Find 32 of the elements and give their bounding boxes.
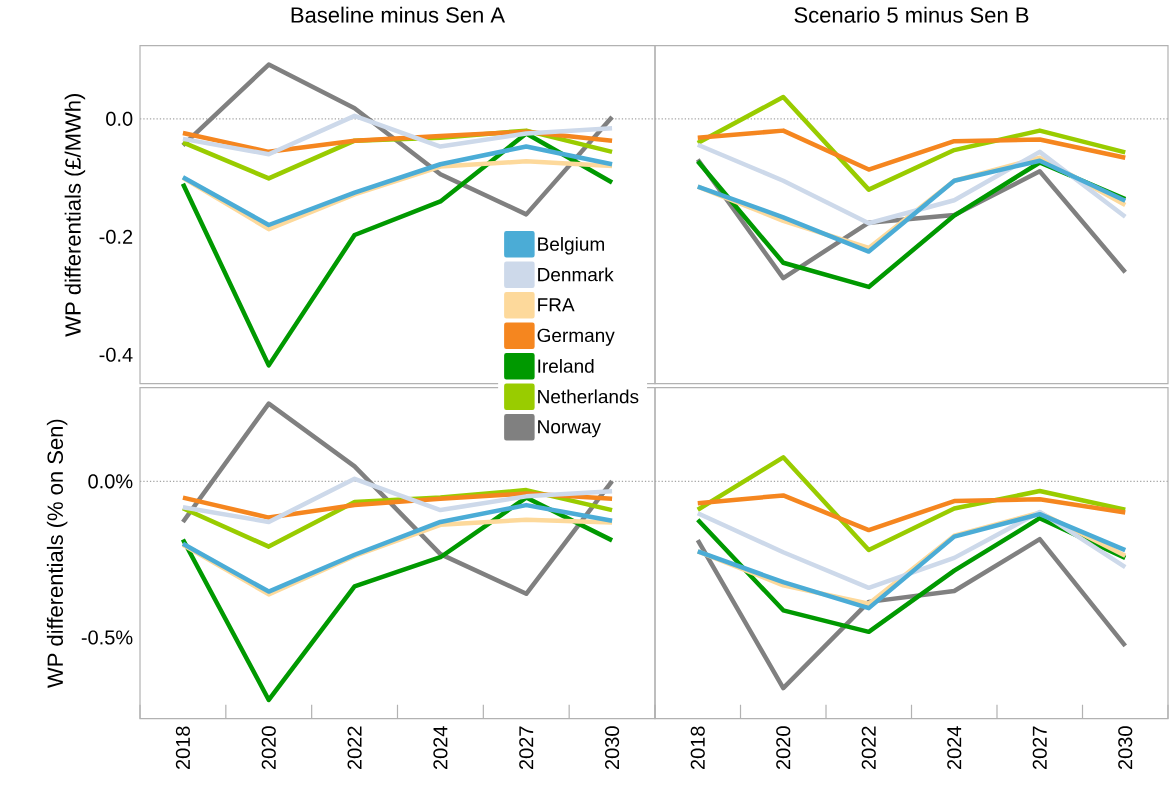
- line-series: [180, 476, 615, 525]
- x-tick-label: 2018: [690, 726, 705, 770]
- x-tick-label: 2020: [776, 726, 791, 770]
- x-tick-label: 2018: [175, 726, 190, 770]
- x-tick-label: 2027: [1032, 726, 1047, 770]
- x-tick-label: 2024: [947, 726, 962, 770]
- x-tick-label: 2022: [347, 726, 362, 770]
- legend-label: FRA: [538, 298, 575, 312]
- x-tick-label: 2024: [433, 726, 448, 770]
- x-tick-label: 2027: [519, 726, 534, 770]
- legend-label: Netherlands: [538, 389, 639, 404]
- y-axis-title: WP differentials (£/MWh): [64, 94, 86, 337]
- x-tick-label: 2022: [861, 726, 876, 770]
- legend-label: Denmark: [538, 267, 614, 282]
- y-tick-label: -0.5%: [81, 630, 133, 645]
- x-tick-label: 2030: [605, 726, 620, 770]
- y-tick-label: 0.0%: [88, 474, 133, 489]
- legend-label: Belgium: [538, 237, 604, 255]
- y-tick-label: -0.2: [99, 229, 133, 245]
- y-axis-title: WP differentials (% on Sen): [46, 419, 68, 689]
- line-series: [180, 144, 615, 228]
- y-tick-label: -0.4: [99, 347, 133, 362]
- chart-title: Baseline minus Sen A: [291, 6, 506, 23]
- line-series: [180, 113, 615, 157]
- legend-label: Germany: [537, 328, 615, 346]
- y-tick-label: 0.0: [106, 111, 133, 127]
- chart-title: Scenario 5 minus Sen B: [794, 6, 1029, 23]
- legend-label: Ireland: [538, 359, 594, 373]
- x-tick-label: 2020: [261, 726, 276, 770]
- legend-label: Norway: [538, 420, 601, 438]
- x-tick-label: 2030: [1118, 726, 1133, 770]
- line-series: [180, 503, 615, 594]
